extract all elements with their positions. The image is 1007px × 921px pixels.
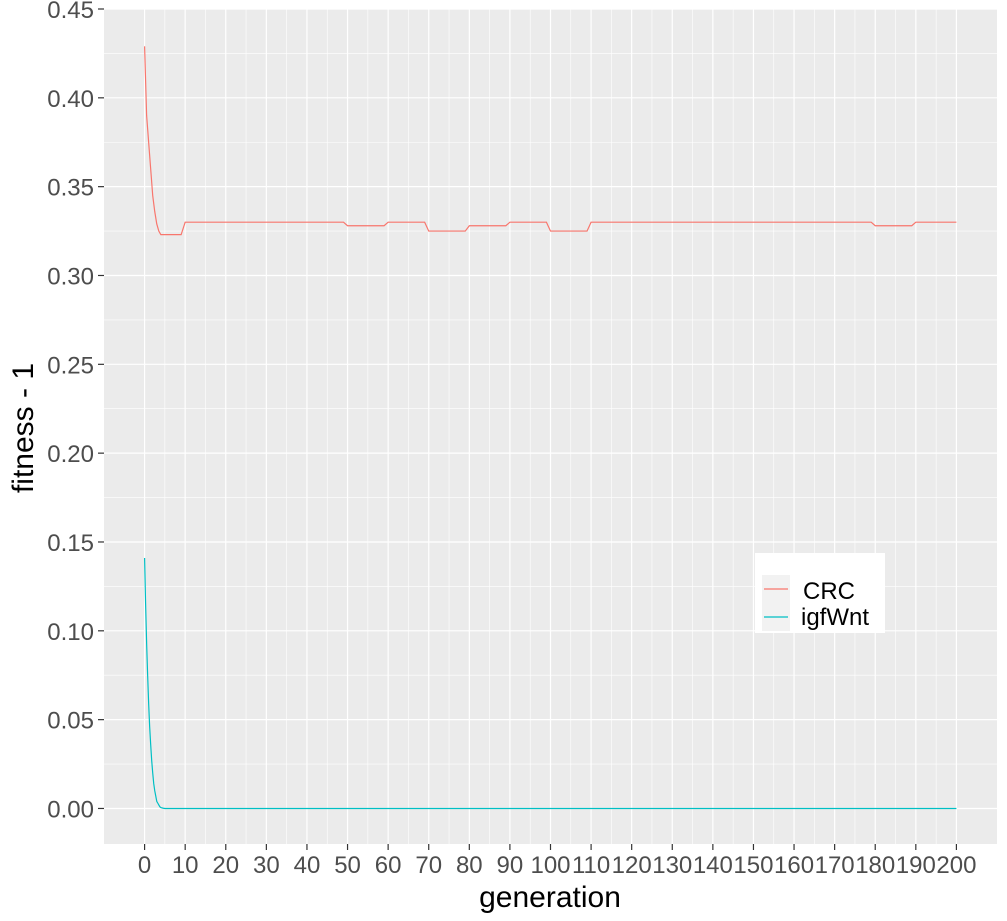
y-axis-title: fitness - 1 bbox=[7, 363, 40, 493]
y-tick-label: 0.30 bbox=[47, 263, 94, 290]
y-tick-label: 0.35 bbox=[47, 175, 94, 202]
x-axis-title: generation bbox=[479, 881, 621, 914]
x-tick-label: 200 bbox=[936, 852, 976, 879]
x-tick-label: 30 bbox=[253, 852, 280, 879]
y-tick-label: 0.45 bbox=[47, 0, 94, 24]
x-tick-label: 70 bbox=[415, 852, 442, 879]
x-tick-label: 90 bbox=[497, 852, 524, 879]
y-tick-label: 0.10 bbox=[47, 619, 94, 646]
legend-label-igfwnt: igfWnt bbox=[801, 604, 869, 631]
legend: CRC igfWnt bbox=[755, 553, 885, 633]
x-tick-label: 130 bbox=[652, 852, 692, 879]
y-axis: 0.00 0.05 0.10 0.15 0.20 0.25 0.30 0.35 0.40 0.45 bbox=[47, 0, 104, 823]
x-tick-label: 50 bbox=[334, 852, 361, 879]
major-gridlines bbox=[104, 8, 997, 844]
x-tick-label: 190 bbox=[896, 852, 936, 879]
y-tick-label: 0.40 bbox=[47, 86, 94, 113]
x-tick-label: 20 bbox=[212, 852, 239, 879]
x-tick-label: 40 bbox=[294, 852, 321, 879]
x-tick-label: 150 bbox=[733, 852, 773, 879]
x-tick-label: 120 bbox=[612, 852, 652, 879]
x-tick-label: 160 bbox=[774, 852, 814, 879]
y-tick-label: 0.00 bbox=[47, 796, 94, 823]
x-axis: 0 10 20 30 40 50 60 70 80 90 100 110 120 130 140 150 160… bbox=[138, 844, 976, 879]
y-tick-label: 0.15 bbox=[47, 530, 94, 557]
y-tick-label: 0.20 bbox=[47, 441, 94, 468]
x-tick-label: 180 bbox=[855, 852, 895, 879]
x-tick-label: 80 bbox=[456, 852, 483, 879]
x-tick-label: 10 bbox=[172, 852, 199, 879]
x-tick-label: 60 bbox=[375, 852, 402, 879]
series-line-crc bbox=[143, 46, 957, 236]
y-tick-label: 0.25 bbox=[47, 352, 94, 379]
x-tick-label: 170 bbox=[815, 852, 855, 879]
series-line-igfwnt bbox=[143, 557, 957, 810]
x-tick-label: 110 bbox=[572, 852, 610, 879]
x-tick-label: 100 bbox=[530, 852, 570, 879]
series-layer bbox=[143, 46, 957, 810]
x-tick-label: 0 bbox=[138, 852, 151, 879]
y-tick-label: 0.05 bbox=[47, 708, 94, 735]
legend-label-crc: CRC bbox=[803, 578, 855, 605]
x-tick-label: 140 bbox=[693, 852, 733, 879]
